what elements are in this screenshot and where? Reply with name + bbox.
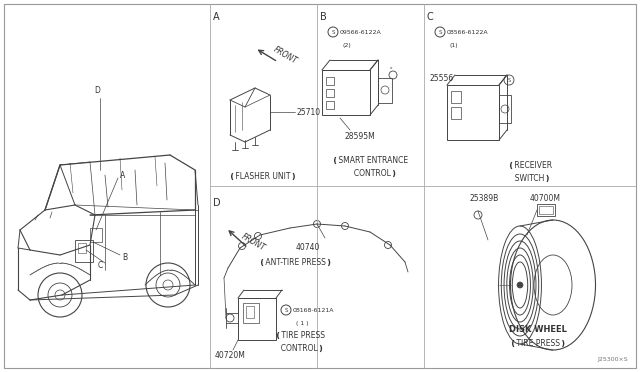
Text: 40740: 40740	[296, 244, 320, 253]
Bar	[246, 306, 254, 318]
Bar	[537, 204, 555, 216]
Text: 25556: 25556	[430, 74, 454, 83]
Bar	[322, 70, 370, 115]
Text: (2): (2)	[343, 42, 352, 48]
Text: 40720M: 40720M	[214, 350, 245, 359]
Text: DISK WHEEL: DISK WHEEL	[509, 326, 567, 334]
Bar	[326, 101, 334, 109]
Bar	[447, 85, 499, 140]
Text: 25710: 25710	[297, 108, 321, 116]
Text: ❪RECEIVER: ❪RECEIVER	[508, 160, 552, 170]
Bar	[451, 107, 461, 119]
Text: J25300×S: J25300×S	[597, 357, 628, 362]
Text: D: D	[94, 86, 100, 95]
Text: ❪ANT-TIRE PRESS❫: ❪ANT-TIRE PRESS❫	[259, 257, 333, 266]
Bar	[378, 78, 392, 103]
Text: S: S	[284, 308, 288, 312]
Text: A: A	[213, 12, 220, 22]
Text: 25389B: 25389B	[470, 193, 499, 202]
Text: S: S	[332, 29, 335, 35]
Text: ❪TIRE PRESS❫: ❪TIRE PRESS❫	[510, 339, 566, 347]
Text: (1): (1)	[450, 42, 459, 48]
Text: 40700M: 40700M	[530, 193, 561, 202]
Bar	[451, 91, 461, 103]
Text: CONTROL❫: CONTROL❫	[342, 169, 397, 177]
Text: 08168-6121A: 08168-6121A	[293, 308, 335, 312]
Bar	[539, 206, 553, 214]
Bar	[75, 240, 93, 262]
Bar	[243, 303, 259, 323]
Bar	[238, 298, 276, 340]
Bar	[326, 77, 334, 85]
Text: S: S	[438, 29, 442, 35]
Text: B: B	[122, 253, 127, 262]
Text: C: C	[427, 12, 434, 22]
Text: A: A	[120, 170, 125, 180]
Text: CONTROL❫: CONTROL❫	[276, 343, 324, 353]
Text: 09566-6122A: 09566-6122A	[340, 29, 381, 35]
Text: 28595M: 28595M	[345, 131, 376, 141]
Text: x: x	[390, 66, 392, 70]
Text: FRONT: FRONT	[240, 232, 267, 252]
Text: B: B	[320, 12, 327, 22]
Bar	[90, 228, 102, 242]
Text: 08566-6122A: 08566-6122A	[447, 29, 488, 35]
Text: D: D	[213, 198, 221, 208]
Bar	[499, 95, 511, 123]
Bar	[78, 243, 86, 253]
Text: ( 1 ): ( 1 )	[296, 321, 308, 326]
Text: ❪TIRE PRESS: ❪TIRE PRESS	[275, 330, 325, 340]
Text: FRONT: FRONT	[272, 45, 299, 65]
Text: ❪SMART ENTRANCE: ❪SMART ENTRANCE	[332, 155, 408, 164]
Text: S: S	[508, 77, 511, 83]
Circle shape	[517, 282, 523, 288]
Text: SWITCH❫: SWITCH❫	[509, 173, 550, 183]
Text: ❪FLASHER UNIT❫: ❪FLASHER UNIT❫	[229, 171, 297, 180]
Bar	[326, 89, 334, 97]
Text: C: C	[98, 260, 103, 269]
